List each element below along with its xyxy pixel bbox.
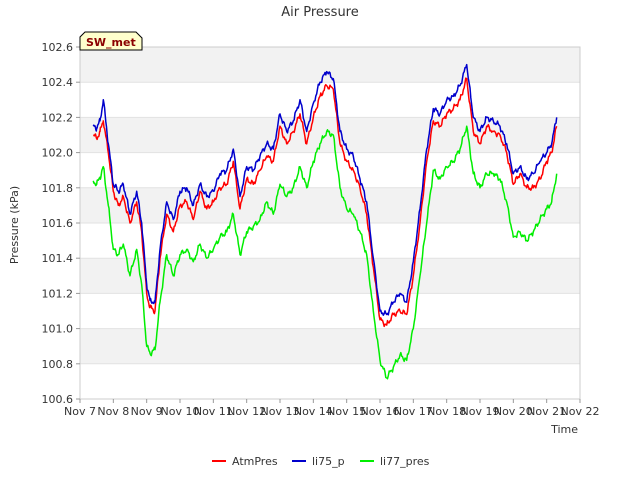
annotation-box (79, 31, 143, 51)
plot-band (80, 293, 580, 329)
y-axis-label: Pressure (kPa) (8, 186, 21, 264)
x-tick-label: Nov 22 (561, 405, 600, 418)
x-tick-label: Nov 16 (361, 405, 400, 418)
x-tick-label: Nov 15 (327, 405, 366, 418)
plot-band (80, 363, 580, 399)
y-tick-label: 102.2 (42, 111, 74, 124)
plot-band (80, 152, 580, 188)
legend-label: li75_p (312, 455, 345, 468)
y-tick-label: 102.0 (42, 147, 74, 160)
y-tick-label: 101.0 (42, 323, 74, 336)
site-annotation: SW_met (79, 31, 143, 51)
x-tick-label: Nov 21 (527, 405, 566, 418)
y-axis-ticks: 100.6 100.8 101.0 101.2 101.4 101.6 101.8 102.0… (42, 41, 80, 406)
x-tick-label: Nov 7 (64, 405, 96, 418)
x-tick-label: Nov 12 (227, 405, 266, 418)
x-tick-label: Nov 8 (97, 405, 129, 418)
y-tick-label: 101.6 (42, 217, 74, 230)
legend-label: li77_pres (380, 455, 430, 468)
y-tick-label: 102.6 (42, 41, 74, 54)
x-tick-label: Nov 18 (427, 405, 466, 418)
chart-title: Air Pressure (281, 5, 359, 20)
x-tick-label: Nov 13 (261, 405, 300, 418)
y-tick-label: 100.8 (42, 358, 74, 371)
plot-band (80, 223, 580, 259)
annotation-label: SW_met (86, 36, 136, 49)
x-tick-label: Nov 20 (494, 405, 533, 418)
y-tick-label: 100.6 (42, 393, 74, 406)
series-line-AtmPres (93, 77, 558, 328)
x-tick-label: Nov 10 (161, 405, 200, 418)
y-tick-label: 101.4 (42, 252, 74, 265)
series-line-li75_p (92, 63, 558, 316)
series-line-li77_pres (92, 125, 558, 380)
x-tick-label: Nov 14 (294, 405, 333, 418)
x-tick-label: Nov 11 (194, 405, 233, 418)
plot-band (80, 328, 580, 364)
x-tick-label: Nov 17 (394, 405, 433, 418)
series-layer (92, 63, 558, 380)
legend-label: AtmPres (232, 455, 278, 468)
plot-band (80, 187, 580, 223)
legend: AtmPres li75_p li77_pres (212, 455, 430, 468)
x-tick-label: Nov 9 (131, 405, 163, 418)
plot-band (80, 258, 580, 294)
x-axis-label: Time (550, 423, 578, 436)
y-tick-label: 101.2 (42, 287, 74, 300)
y-tick-label: 101.8 (42, 182, 74, 195)
y-tick-label: 102.4 (42, 76, 74, 89)
x-tick-label: Nov 19 (461, 405, 500, 418)
